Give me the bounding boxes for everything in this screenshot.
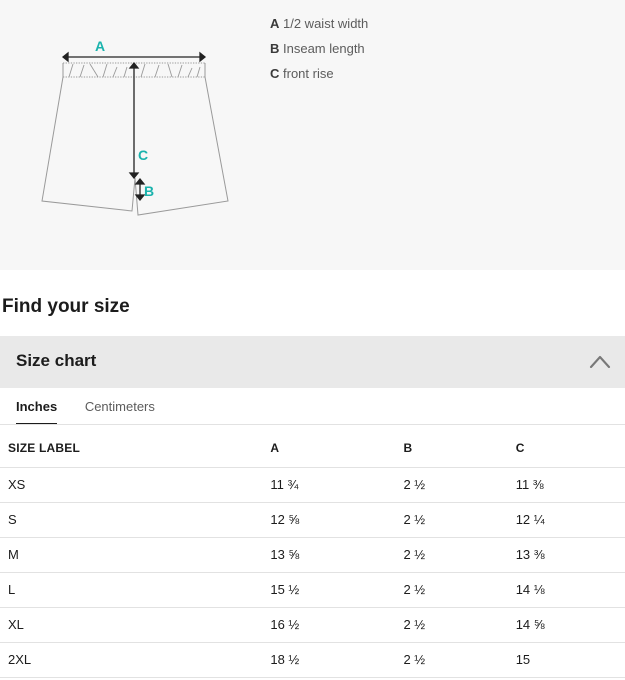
svg-text:B: B — [144, 183, 154, 199]
svg-text:A: A — [95, 38, 105, 54]
svg-text:C: C — [138, 147, 148, 163]
